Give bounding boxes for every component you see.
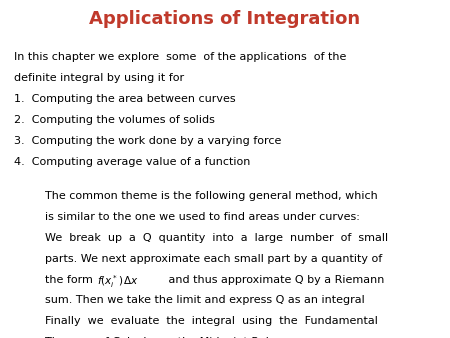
Text: The common theme is the following general method, which: The common theme is the following genera… bbox=[45, 191, 378, 201]
Text: 3.  Computing the work done by a varying force: 3. Computing the work done by a varying … bbox=[14, 136, 281, 146]
Text: parts. We next approximate each small part by a quantity of: parts. We next approximate each small pa… bbox=[45, 254, 382, 264]
Text: Applications of Integration: Applications of Integration bbox=[90, 10, 360, 28]
Text: We  break  up  a  Q  quantity  into  a  large  number  of  small: We break up a Q quantity into a large nu… bbox=[45, 233, 388, 243]
Text: and thus approximate Q by a Riemann: and thus approximate Q by a Riemann bbox=[158, 274, 384, 285]
Text: Theorem of Calculus or the Midpoint Rule.: Theorem of Calculus or the Midpoint Rule… bbox=[45, 337, 279, 338]
Text: definite integral by using it for: definite integral by using it for bbox=[14, 73, 184, 83]
Text: the form: the form bbox=[45, 274, 93, 285]
Text: $f(x_i^*)\,\Delta x$: $f(x_i^*)\,\Delta x$ bbox=[97, 273, 139, 290]
Text: 2.  Computing the volumes of solids: 2. Computing the volumes of solids bbox=[14, 115, 214, 125]
Text: Finally  we  evaluate  the  integral  using  the  Fundamental: Finally we evaluate the integral using t… bbox=[45, 316, 378, 327]
Text: 1.  Computing the area between curves: 1. Computing the area between curves bbox=[14, 94, 235, 104]
Text: sum. Then we take the limit and express Q as an integral: sum. Then we take the limit and express … bbox=[45, 295, 365, 306]
Text: 4.  Computing average value of a function: 4. Computing average value of a function bbox=[14, 157, 250, 167]
Text: In this chapter we explore  some  of the applications  of the: In this chapter we explore some of the a… bbox=[14, 52, 346, 63]
Text: is similar to the one we used to find areas under curves:: is similar to the one we used to find ar… bbox=[45, 212, 360, 222]
